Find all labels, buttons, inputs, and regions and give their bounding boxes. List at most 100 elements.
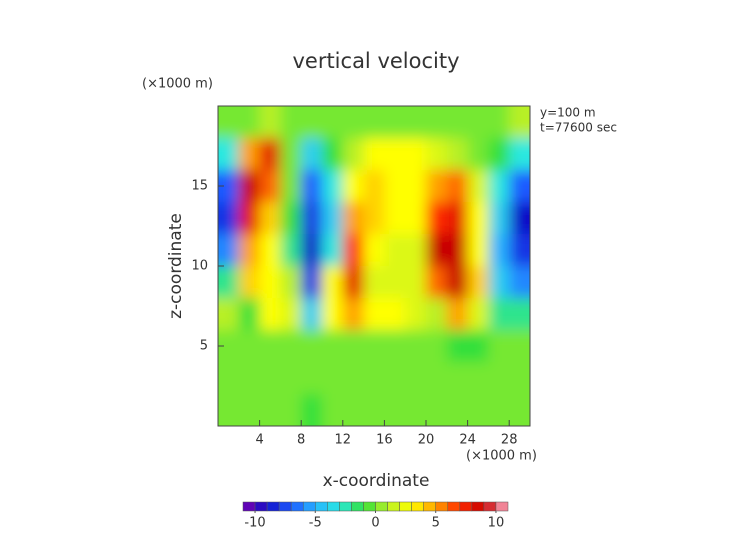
cell <box>218 362 240 395</box>
x-unit: (×1000 m) <box>466 449 537 464</box>
cell <box>384 106 406 139</box>
cell <box>301 106 323 139</box>
cell <box>363 202 385 235</box>
cell <box>259 298 281 331</box>
cell <box>301 234 323 267</box>
cell <box>218 330 240 363</box>
cell <box>218 138 240 171</box>
cell <box>301 170 323 203</box>
colorbar-swatch <box>302 501 316 512</box>
cell <box>322 202 344 235</box>
cell <box>426 362 448 395</box>
cell <box>280 298 302 331</box>
cell <box>467 362 489 395</box>
cell <box>426 394 448 426</box>
cell <box>384 298 406 331</box>
x-tick-label: 16 <box>376 433 393 448</box>
cell <box>488 362 510 395</box>
cell <box>238 202 261 235</box>
cell <box>488 298 510 331</box>
cell <box>363 170 385 203</box>
colorbar-swatch <box>254 501 268 512</box>
cell <box>259 394 281 426</box>
cell <box>259 362 281 395</box>
cell <box>446 298 469 331</box>
colorbar-swatch <box>363 501 376 512</box>
colorbar-tick-label: -10 <box>244 516 265 531</box>
cell <box>363 298 385 331</box>
cell <box>384 202 406 235</box>
cell <box>488 266 510 299</box>
cell <box>259 138 281 171</box>
cell <box>405 394 427 426</box>
cell <box>446 202 469 235</box>
colorbar-swatch <box>242 501 256 512</box>
cell <box>238 362 261 395</box>
cell <box>322 330 344 363</box>
cell <box>342 362 365 395</box>
cell <box>322 106 344 139</box>
cell <box>446 362 469 395</box>
cell <box>446 138 469 171</box>
cell <box>280 330 302 363</box>
cell <box>405 330 427 363</box>
cell <box>342 330 365 363</box>
y-tick-label: 15 <box>191 179 208 194</box>
cell <box>488 234 510 267</box>
cell <box>301 266 323 299</box>
colorbar-swatch <box>495 501 509 512</box>
colorbar-swatch <box>399 501 412 512</box>
cell <box>238 234 261 267</box>
colorbar-swatch <box>315 501 328 512</box>
cell <box>384 266 406 299</box>
cell <box>363 234 385 267</box>
cell <box>509 202 530 235</box>
cell <box>259 330 281 363</box>
colorbar-tick-label: 5 <box>432 516 440 531</box>
cell <box>259 234 281 267</box>
cell <box>342 202 365 235</box>
cell <box>259 170 281 203</box>
cell <box>509 298 530 331</box>
cell <box>301 330 323 363</box>
cell <box>446 106 469 139</box>
cell <box>218 394 240 426</box>
cell <box>467 234 489 267</box>
cell <box>259 202 281 235</box>
cell <box>405 170 427 203</box>
cell <box>280 266 302 299</box>
cell <box>342 138 365 171</box>
cell <box>363 138 385 171</box>
cell <box>384 394 406 426</box>
colorbar-swatch <box>290 501 304 512</box>
cell <box>488 202 510 235</box>
cell <box>322 234 344 267</box>
colorbar-swatch <box>423 501 436 512</box>
cell <box>384 234 406 267</box>
cell <box>467 170 489 203</box>
cell <box>446 266 469 299</box>
cell <box>322 362 344 395</box>
cell <box>509 330 530 363</box>
colorbar-swatch <box>351 501 364 512</box>
cell <box>488 106 510 139</box>
cell <box>405 266 427 299</box>
cell <box>446 330 469 363</box>
cell <box>509 234 530 267</box>
cell <box>446 234 469 267</box>
cell <box>426 106 448 139</box>
colorbar-swatch <box>471 501 485 512</box>
y-tick-label: 5 <box>200 339 208 354</box>
colorbar-swatch <box>387 501 400 512</box>
cell <box>467 138 489 171</box>
cell <box>405 362 427 395</box>
cell <box>384 330 406 363</box>
cell <box>238 170 261 203</box>
cell <box>467 394 489 426</box>
colorbar-swatch <box>411 501 424 512</box>
cell <box>218 298 240 331</box>
cell <box>363 330 385 363</box>
x-tick-label: 4 <box>255 433 263 448</box>
cell <box>218 234 240 267</box>
cell <box>322 394 344 426</box>
